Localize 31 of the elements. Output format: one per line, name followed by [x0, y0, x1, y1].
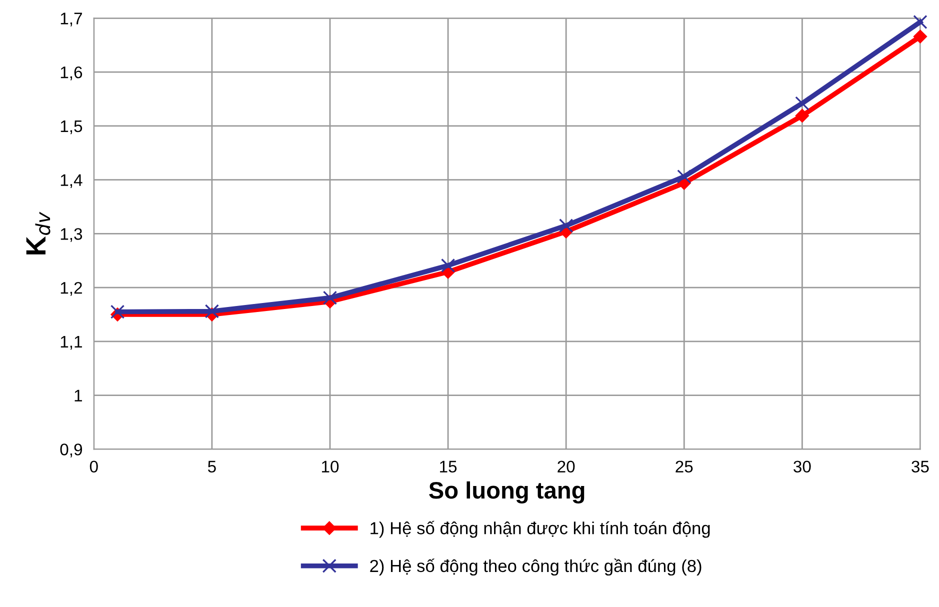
point	[795, 96, 810, 110]
x-tick-label: 5	[208, 460, 216, 473]
x-tick-label: 0	[90, 460, 98, 473]
x-tick-label: 20	[558, 460, 575, 473]
point	[110, 304, 125, 319]
y-tick-label: 1,6	[60, 66, 82, 80]
point	[795, 108, 809, 122]
point	[913, 14, 928, 30]
y-tick-label: 1,5	[60, 120, 82, 134]
y-tick-label: 1,4	[60, 174, 82, 188]
x-tick-label: 25	[676, 460, 693, 473]
point	[322, 290, 338, 305]
y-tick-label: 1	[74, 390, 82, 402]
point	[440, 258, 456, 273]
point	[559, 218, 574, 233]
x-tick-label: 15	[440, 460, 457, 473]
point	[204, 304, 220, 318]
y-tick-label: 1,7	[60, 12, 82, 26]
point	[913, 30, 927, 44]
x-tick-label: 30	[794, 460, 811, 473]
x-tick-label: 35	[912, 460, 929, 473]
y-axis-title: K$_{dv}$	[26, 212, 50, 254]
y-tick-label: 1,2	[60, 282, 82, 296]
x-tick-label: 10	[322, 460, 339, 473]
y-tick-label: 1,1	[60, 336, 82, 350]
y-tick-label: 1,3	[60, 228, 82, 242]
x-axis-title: So luong tang	[429, 481, 584, 504]
legend-label: 1) Hệ số động nhận được khi tính toán động	[370, 520, 710, 538]
y-tick-label: 0,9	[60, 444, 82, 458]
legend-label: 2) Hệ số động theo công thức gần đúng (8)	[370, 558, 702, 576]
point	[677, 170, 692, 184]
